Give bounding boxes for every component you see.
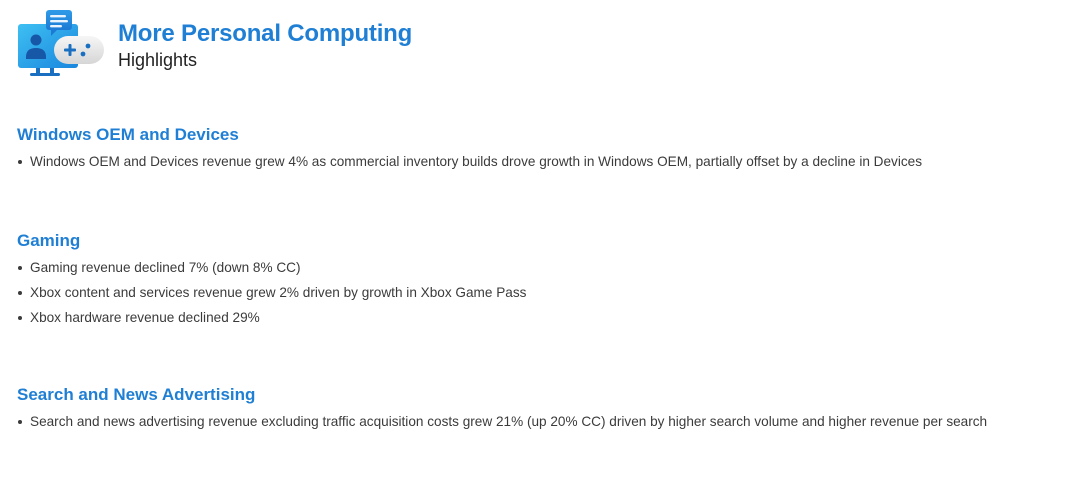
- bullet-text: Xbox hardware revenue declined 29%: [30, 310, 260, 325]
- bullet-item: Xbox hardware revenue declined 29%: [17, 305, 526, 330]
- bullet-text: Windows OEM and Devices revenue grew 4% …: [30, 154, 923, 169]
- bullet-icon: [18, 291, 22, 295]
- section-windows-oem: Windows OEM and Devices Windows OEM and …: [17, 124, 922, 174]
- bullet-item: Xbox content and services revenue grew 2…: [17, 280, 526, 305]
- bullet-text: Xbox content and services revenue grew 2…: [30, 285, 527, 300]
- bullet-item: Search and news advertising revenue excl…: [17, 409, 987, 434]
- bullet-item: Gaming revenue declined 7% (down 8% CC): [17, 255, 526, 280]
- page-header: More Personal Computing Highlights: [16, 8, 412, 78]
- bullet-text: Search and news advertising revenue excl…: [30, 414, 988, 429]
- bullet-list: Search and news advertising revenue excl…: [17, 409, 987, 434]
- page-title: More Personal Computing: [118, 20, 413, 47]
- bullet-item: Windows OEM and Devices revenue grew 4% …: [17, 149, 922, 174]
- section-search-news-advertising: Search and News Advertising Search and n…: [17, 384, 987, 434]
- bullet-text: Gaming revenue declined 7% (down 8% CC): [30, 260, 301, 275]
- page-subtitle: Highlights: [118, 50, 198, 70]
- section-heading: Gaming: [17, 231, 81, 250]
- section-heading: Search and News Advertising: [17, 385, 256, 404]
- pc-gaming-icon: [16, 8, 106, 78]
- section-gaming: Gaming Gaming revenue declined 7% (down …: [17, 230, 526, 330]
- bullet-icon: [18, 160, 22, 164]
- bullet-list: Gaming revenue declined 7% (down 8% CC) …: [17, 255, 526, 330]
- bullet-icon: [18, 266, 22, 270]
- bullet-icon: [18, 420, 22, 424]
- title-block: More Personal Computing Highlights: [118, 20, 412, 71]
- bullet-icon: [18, 316, 22, 320]
- bullet-list: Windows OEM and Devices revenue grew 4% …: [17, 149, 922, 174]
- section-heading: Windows OEM and Devices: [17, 125, 239, 144]
